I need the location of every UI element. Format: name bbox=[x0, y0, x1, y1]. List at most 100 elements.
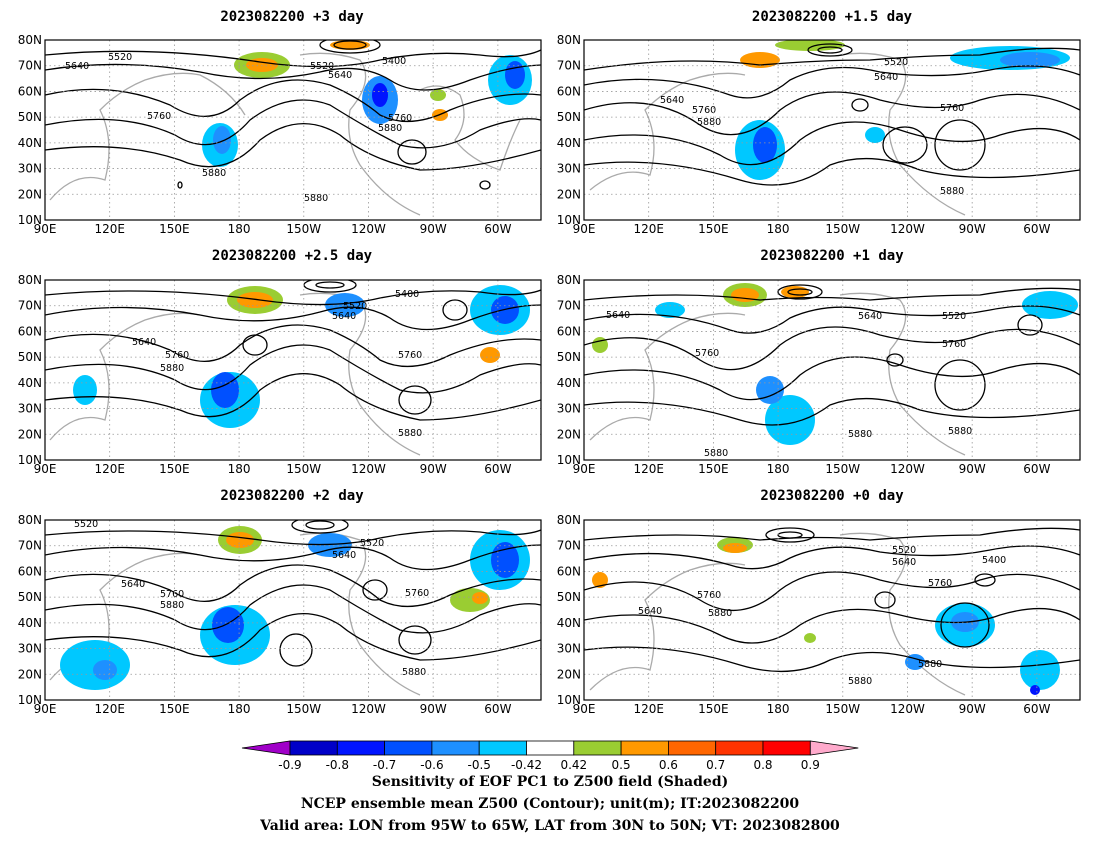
colorbar-tick-label: -0.9 bbox=[278, 758, 301, 772]
grid-lines bbox=[45, 40, 541, 220]
contour-label: 5880 bbox=[948, 426, 972, 437]
contour-label: 5760 bbox=[405, 588, 429, 599]
contour-label: 5880 bbox=[708, 608, 732, 619]
lat-tick-label: 80N bbox=[18, 513, 42, 527]
lon-tick-label: 120W bbox=[890, 222, 925, 236]
lon-tick-label: 180 bbox=[228, 222, 251, 236]
lat-tick-label: 40N bbox=[557, 616, 581, 630]
colorbar-tick-label: -0.8 bbox=[326, 758, 349, 772]
lat-tick-label: 40N bbox=[557, 136, 581, 150]
lon-tick-label: 60W bbox=[484, 462, 511, 476]
caption-line-2: NCEP ensemble mean Z500 (Contour); unit(… bbox=[301, 796, 800, 812]
lon-tick-label: 150E bbox=[159, 462, 190, 476]
panel-title: 2023082200 +2.5 day bbox=[212, 248, 373, 264]
contour-label: 5760 bbox=[398, 350, 422, 361]
colorbar-box bbox=[289, 740, 338, 756]
contour-label: 5880 bbox=[704, 448, 728, 459]
panel-title: 2023082200 +2 day bbox=[220, 488, 364, 504]
lat-tick-label: 60N bbox=[557, 324, 581, 338]
contour-label: 5640 bbox=[132, 337, 156, 348]
lat-tick-label: 30N bbox=[18, 402, 42, 416]
contour-label: 5880 bbox=[940, 186, 964, 197]
contour-label: 5640 bbox=[858, 311, 882, 322]
lon-tick-label: 150E bbox=[159, 222, 190, 236]
panel-plus-1-5-day: 2023082200 +1.5 day bbox=[557, 9, 1081, 236]
lon-tick-label: 90W bbox=[420, 222, 447, 236]
axis-labels: 10N 20N 30N 40N 50N 60N 70N 80N 90E 120E 150E 180 15… bbox=[18, 33, 512, 236]
lon-tick-label: 120E bbox=[94, 702, 125, 716]
contour-label: 5400 bbox=[382, 56, 406, 67]
lon-tick-label: 120E bbox=[94, 222, 125, 236]
contour-label: 5880 bbox=[160, 600, 184, 611]
panel-title: 2023082200 +1 day bbox=[760, 248, 904, 264]
contour-label: 5520 bbox=[108, 52, 132, 63]
lon-tick-label: 150E bbox=[698, 702, 729, 716]
colorbar-tick-label: 0.7 bbox=[706, 758, 725, 772]
colorbar-tick-label: 0.6 bbox=[659, 758, 678, 772]
lon-tick-label: 90E bbox=[34, 702, 57, 716]
map-frame bbox=[583, 519, 1081, 701]
contour-label: 5880 bbox=[848, 429, 872, 440]
colorbar-box bbox=[526, 740, 575, 756]
contour-label: 5400 bbox=[395, 289, 419, 300]
contour-label: 5760 bbox=[697, 590, 721, 601]
lat-tick-label: 30N bbox=[557, 402, 581, 416]
contour-label: 5640 bbox=[332, 311, 356, 322]
contour-label: 5520 bbox=[360, 538, 384, 549]
lat-tick-label: 70N bbox=[18, 299, 42, 313]
lon-tick-label: 90E bbox=[34, 222, 57, 236]
lat-tick-label: 50N bbox=[18, 350, 42, 364]
axis-labels: 10N 20N 30N 40N 50N 60N 70N 80N 90E 120E 150E 180 15… bbox=[557, 513, 1051, 716]
grid-lines bbox=[45, 520, 541, 700]
contour-label: 5880 bbox=[398, 428, 422, 439]
contour-label: 5880 bbox=[697, 117, 721, 128]
lon-tick-label: 90W bbox=[420, 462, 447, 476]
contour-label: 5520 bbox=[884, 57, 908, 68]
contour-label: 5880 bbox=[304, 193, 328, 204]
colorbar-box bbox=[668, 740, 717, 756]
colorbar-tick-label: 0.8 bbox=[753, 758, 772, 772]
lon-tick-label: 150W bbox=[286, 702, 321, 716]
map-frame bbox=[583, 39, 1081, 221]
lon-tick-label: 120E bbox=[633, 222, 664, 236]
lon-tick-label: 120W bbox=[890, 462, 925, 476]
panel-plus-0-day: 2023082200 +0 day bbox=[557, 488, 1081, 716]
lat-tick-label: 70N bbox=[557, 299, 581, 313]
lat-tick-label: 50N bbox=[18, 590, 42, 604]
lon-tick-label: 60W bbox=[484, 702, 511, 716]
lon-tick-label: 120E bbox=[94, 462, 125, 476]
colorbar-box bbox=[336, 740, 385, 756]
lat-tick-label: 10N bbox=[557, 693, 581, 707]
lat-tick-label: 60N bbox=[18, 84, 42, 98]
contour-label: 5760 bbox=[695, 348, 719, 359]
axis-labels: 10N 20N 30N 40N 50N 60N 70N 80N 90E 120E 150E 180 15… bbox=[18, 273, 512, 476]
contour-label: 5400 bbox=[982, 555, 1006, 566]
lon-tick-label: 150W bbox=[825, 462, 860, 476]
contour-label: 5640 bbox=[892, 557, 916, 568]
axis-labels: 10N 20N 30N 40N 50N 60N 70N 80N 90E 120E 150E 180 15… bbox=[18, 513, 512, 716]
lon-tick-label: 150W bbox=[825, 702, 860, 716]
panel-plus-2-5-day: 2023082200 +2.5 day bbox=[18, 248, 542, 476]
contour-label: 5760 bbox=[942, 339, 966, 350]
lat-tick-label: 50N bbox=[557, 590, 581, 604]
contour-label: 5640 bbox=[874, 72, 898, 83]
lon-tick-label: 120W bbox=[351, 462, 386, 476]
colorbar-arrow-left bbox=[241, 740, 291, 756]
lat-tick-label: 60N bbox=[18, 324, 42, 338]
contour-label: 5760 bbox=[940, 103, 964, 114]
lat-tick-label: 70N bbox=[18, 539, 42, 553]
lon-tick-label: 60W bbox=[484, 222, 511, 236]
panel-plus-2-day: 2023082200 +2 day bbox=[18, 488, 542, 716]
lon-tick-label: 150W bbox=[286, 222, 321, 236]
lat-tick-label: 20N bbox=[18, 187, 42, 201]
lat-tick-label: 20N bbox=[557, 187, 581, 201]
map-panel: 5520 5400 5640 5640 5760 5880 5760 5880 bbox=[45, 280, 541, 460]
lat-tick-label: 80N bbox=[557, 513, 581, 527]
lon-tick-label: 60W bbox=[1023, 222, 1050, 236]
map-panel: 5520 5640 5400 5760 5640 5760 5880 5880 … bbox=[584, 520, 1080, 700]
colorbar-tick-label: 0.9 bbox=[801, 758, 820, 772]
map-panel: 5520 5640 5640 5760 5880 5760 5880 bbox=[584, 40, 1080, 220]
lat-tick-label: 20N bbox=[18, 427, 42, 441]
lat-tick-label: 30N bbox=[18, 642, 42, 656]
lat-tick-label: 70N bbox=[557, 59, 581, 73]
